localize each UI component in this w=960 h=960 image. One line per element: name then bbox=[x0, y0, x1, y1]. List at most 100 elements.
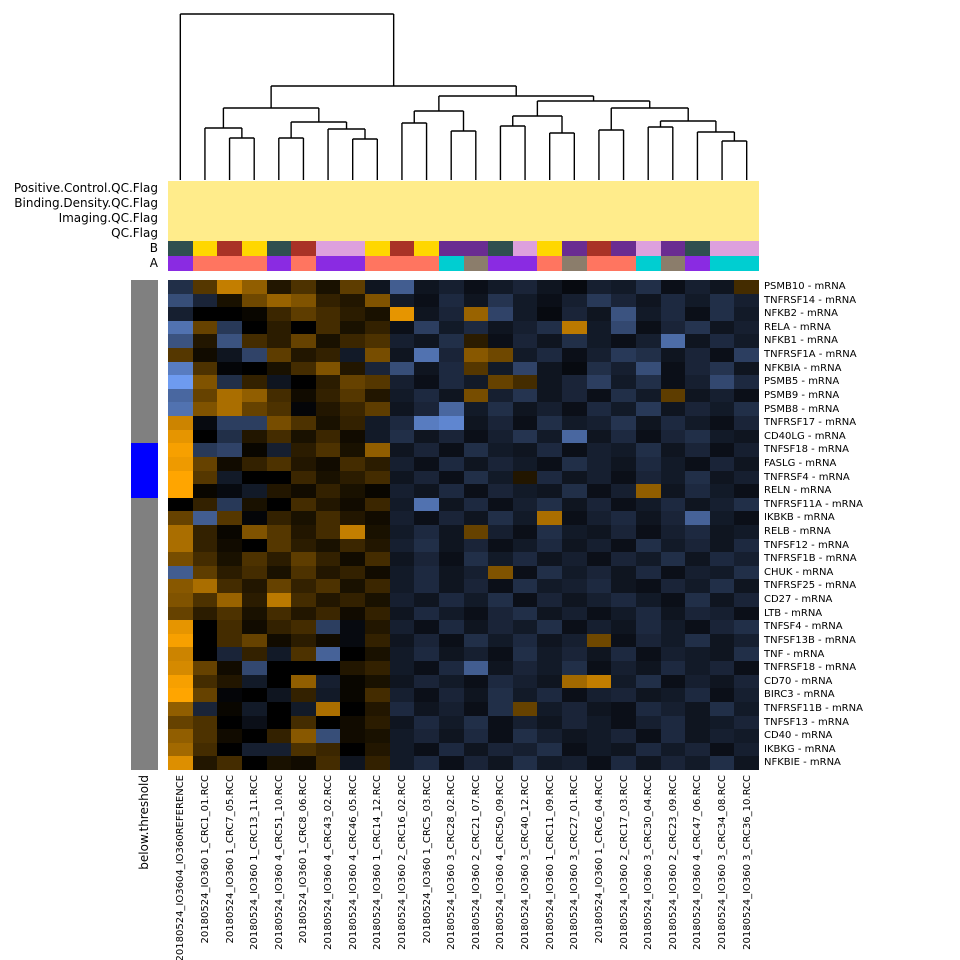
heatmap-cell bbox=[635, 307, 661, 321]
heatmap-cell bbox=[709, 674, 735, 689]
heatmap-cell bbox=[291, 729, 316, 743]
heatmap-cell bbox=[168, 307, 193, 321]
heatmap-cell bbox=[685, 701, 710, 716]
heatmap-cell bbox=[562, 293, 587, 308]
heatmap-cell bbox=[438, 320, 464, 335]
heatmap-cell bbox=[463, 429, 489, 444]
sample-label: 20180524_IO360 1_CRC6_04.RCC bbox=[593, 775, 605, 944]
heatmap-cell bbox=[586, 661, 612, 675]
heatmap-cell bbox=[192, 388, 218, 403]
heatmap-cell bbox=[512, 456, 538, 471]
heatmap-cell bbox=[291, 579, 316, 594]
heatmap-cell bbox=[291, 552, 316, 566]
heatmap-cell bbox=[463, 334, 489, 349]
heatmap-cell bbox=[241, 375, 267, 389]
heatmap-cell bbox=[463, 497, 489, 512]
heatmap-cell bbox=[586, 348, 612, 362]
heatmap-cell bbox=[340, 416, 365, 430]
heatmap-cell bbox=[389, 701, 415, 716]
heatmap-cell bbox=[291, 593, 316, 607]
heatmap-cell bbox=[734, 742, 759, 757]
heatmap-cell bbox=[562, 579, 587, 594]
heatmap-cell bbox=[611, 715, 636, 730]
heatmap-cell bbox=[414, 606, 439, 621]
heatmap-cell bbox=[635, 511, 661, 525]
gene-label: LTB - mRNA bbox=[764, 607, 823, 619]
heatmap-cell bbox=[660, 511, 686, 525]
annotation-a-cell bbox=[438, 256, 464, 271]
heatmap-cell bbox=[488, 552, 513, 566]
heatmap-cell bbox=[266, 688, 292, 702]
gene-label: RELB - mRNA bbox=[764, 526, 831, 537]
gene-label-column: PSMB10 - mRNA TNFRSF14 - mRNA NFKB2 - mRNA… bbox=[764, 280, 954, 770]
heatmap-cell bbox=[315, 429, 341, 444]
heatmap-cell bbox=[340, 688, 365, 702]
heatmap-cell bbox=[512, 661, 538, 675]
heatmap-cell bbox=[488, 756, 513, 770]
annotation-b-cell bbox=[266, 241, 292, 256]
sample-label: 20180524_IO360 3_CRC34_08.RCC bbox=[717, 775, 729, 950]
heatmap-cell bbox=[168, 756, 193, 770]
heatmap-cell bbox=[192, 280, 218, 294]
heatmap-cell bbox=[168, 633, 193, 648]
heatmap-cell bbox=[192, 579, 218, 594]
heatmap-cell bbox=[660, 348, 686, 362]
heatmap-cell bbox=[438, 552, 464, 566]
heatmap-cell bbox=[635, 470, 661, 485]
heatmap-cell bbox=[562, 524, 587, 539]
heatmap-cell bbox=[291, 443, 316, 457]
heatmap-cell bbox=[586, 334, 612, 349]
heatmap-cell bbox=[734, 606, 759, 621]
annotation-b-cell bbox=[734, 241, 759, 256]
annotation-a-cell bbox=[291, 256, 316, 271]
sample-label: 20180524_IO360 3_CRC28_02.RCC bbox=[446, 775, 458, 950]
heatmap-cell bbox=[291, 756, 316, 770]
heatmap-cell bbox=[537, 593, 562, 607]
heatmap-cell bbox=[291, 715, 316, 730]
heatmap-cell bbox=[537, 688, 562, 702]
heatmap-cell bbox=[315, 361, 341, 376]
heatmap-cell bbox=[291, 701, 316, 716]
heatmap-cell bbox=[168, 456, 193, 471]
heatmap-cell bbox=[414, 361, 439, 376]
heatmap-cell bbox=[340, 552, 365, 566]
heatmap-cell bbox=[512, 334, 538, 349]
heatmap-cell bbox=[488, 593, 513, 607]
heatmap-cell bbox=[537, 756, 562, 770]
heatmap-cell bbox=[562, 620, 587, 634]
heatmap-cell bbox=[291, 402, 316, 417]
heatmap-cell bbox=[315, 511, 341, 525]
heatmap-cell bbox=[266, 388, 292, 403]
heatmap-cell bbox=[586, 565, 612, 580]
heatmap-cell bbox=[291, 334, 316, 349]
heatmap-cell bbox=[389, 511, 415, 525]
heatmap-cell bbox=[463, 701, 489, 716]
heatmap-cell bbox=[217, 497, 242, 512]
sample-label: 20180524_IO360 1_CRC14_12.RCC bbox=[372, 775, 384, 950]
heatmap-cell bbox=[611, 647, 636, 662]
heatmap-cell bbox=[611, 742, 636, 757]
heatmap-cell bbox=[512, 348, 538, 362]
heatmap-cell bbox=[685, 620, 710, 634]
heatmap-cell bbox=[586, 715, 612, 730]
heatmap-cell bbox=[562, 756, 587, 770]
heatmap-cell bbox=[537, 715, 562, 730]
heatmap-cell bbox=[562, 729, 587, 743]
heatmap-cell bbox=[389, 497, 415, 512]
heatmap-cell bbox=[414, 334, 439, 349]
heatmap-cell bbox=[488, 293, 513, 308]
heatmap-cell bbox=[463, 674, 489, 689]
heatmap-cell bbox=[241, 715, 267, 730]
heatmap-cell bbox=[192, 524, 218, 539]
heatmap-cell bbox=[512, 280, 538, 294]
heatmap-cell bbox=[340, 701, 365, 716]
sample-label: 20180524_IO360 4_CRC46_05.RCC bbox=[347, 775, 359, 950]
heatmap-cell bbox=[168, 524, 193, 539]
heatmap-cell bbox=[315, 402, 341, 417]
heatmap-cell bbox=[266, 334, 292, 349]
heatmap-cell bbox=[414, 402, 439, 417]
heatmap-cell bbox=[586, 729, 612, 743]
heatmap-cell bbox=[315, 334, 341, 349]
heatmap-cell bbox=[660, 429, 686, 444]
heatmap-cell bbox=[562, 511, 587, 525]
